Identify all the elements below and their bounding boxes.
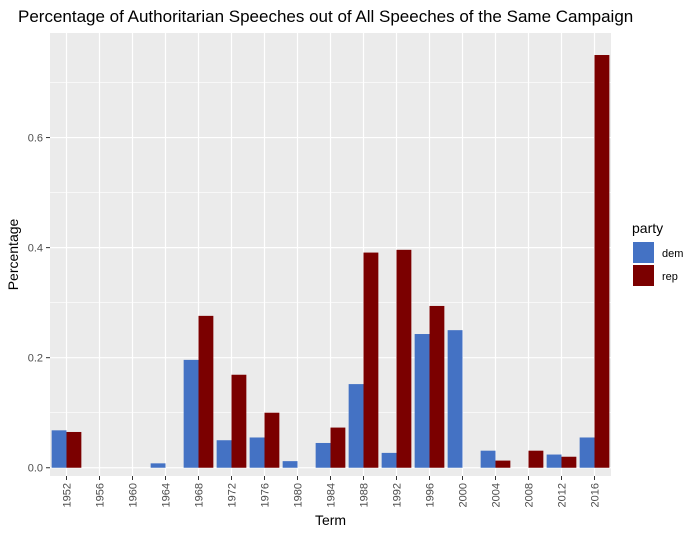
bar-dem-1952 (51, 430, 67, 468)
bar-dem-1988 (348, 384, 364, 468)
x-tick-label: 1956 (95, 483, 107, 507)
bar-dem-2016 (579, 437, 595, 468)
legend-label-rep: rep (662, 271, 678, 283)
bar-dem-1984 (315, 442, 331, 468)
y-tick-label: 0.4 (28, 243, 43, 255)
x-tick-label: 1988 (359, 483, 371, 507)
x-tick-label: 1968 (194, 483, 206, 507)
bar-rep-1972 (231, 374, 247, 468)
x-axis-title: Term (315, 512, 346, 528)
bar-dem-1972 (216, 440, 232, 468)
x-tick-label: 1996 (425, 483, 437, 507)
chart-title: Percentage of Authoritarian Speeches out… (18, 7, 633, 26)
bar-dem-2004 (480, 450, 496, 468)
legend-label-dem: dem (662, 248, 683, 260)
bar-dem-1996 (414, 334, 430, 468)
legend: party dem rep (632, 220, 683, 286)
legend-key-rep (633, 265, 654, 286)
y-axis-title: Percentage (5, 218, 21, 290)
x-tick-label: 2012 (557, 483, 569, 507)
bar-dem-1992 (381, 452, 397, 468)
y-tick-label: 0.0 (28, 463, 43, 475)
x-tick-label: 1964 (161, 483, 173, 507)
x-tick-label: 2016 (590, 483, 602, 507)
bar-dem-1968 (183, 359, 199, 468)
bars (51, 55, 610, 468)
x-tick-label: 1960 (128, 483, 140, 507)
bar-rep-2012 (561, 456, 577, 468)
x-axis: 1952 1956 1960 1964 1968 1972 1976 1980 1984 1988… (62, 476, 602, 507)
x-tick-label: 1992 (392, 483, 404, 507)
x-tick-label: 1980 (293, 483, 305, 507)
x-tick-label: 1952 (62, 483, 74, 507)
bar-rep-1976 (264, 412, 280, 468)
y-tick-label: 0.6 (28, 133, 43, 145)
bar-dem-2000 (447, 330, 463, 468)
bar-rep-1996 (429, 305, 445, 468)
x-tick-label: 2000 (458, 483, 470, 507)
legend-title: party (632, 220, 663, 236)
bar-rep-1968 (198, 315, 214, 468)
bar-rep-2008 (528, 450, 544, 468)
x-tick-label: 1984 (326, 483, 338, 507)
x-tick-label: 1976 (260, 483, 272, 507)
legend-key-dem (633, 242, 654, 263)
bar-rep-1952 (66, 431, 82, 468)
bar-dem-1976 (249, 437, 265, 468)
bar-rep-1992 (396, 249, 412, 468)
bar-rep-2004 (495, 460, 511, 468)
x-tick-label: 2008 (524, 483, 536, 507)
bar-dem-1964 (150, 463, 166, 468)
bar-rep-2016 (594, 55, 610, 468)
bar-rep-1984 (330, 427, 346, 468)
bar-dem-1980 (282, 461, 298, 468)
y-tick-label: 0.2 (28, 353, 43, 365)
y-axis: 0.0 0.2 0.4 0.6 (28, 133, 50, 475)
x-tick-label: 1972 (227, 483, 239, 507)
x-tick-label: 2004 (491, 483, 503, 507)
bar-dem-2012 (546, 454, 562, 468)
bar-rep-1988 (363, 252, 379, 468)
